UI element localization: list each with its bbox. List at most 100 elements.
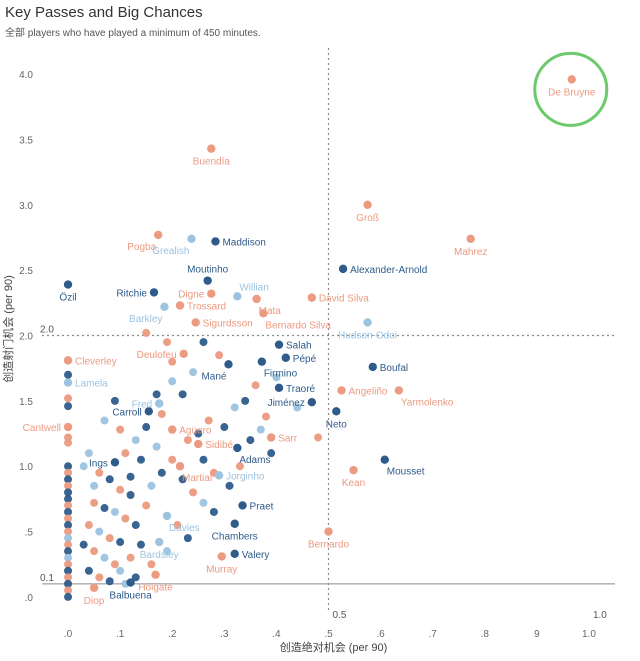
x-tick-label: .3 <box>220 629 229 640</box>
data-point <box>100 504 109 513</box>
data-point <box>256 425 265 434</box>
data-point <box>64 481 73 490</box>
data-point-pogba <box>153 230 163 240</box>
x-tick-label: .5 <box>324 629 333 640</box>
data-point-firmino <box>257 357 267 366</box>
point-label: Fred <box>132 399 153 410</box>
y-tick-label: 1.0 <box>19 462 33 473</box>
data-point <box>152 442 161 451</box>
y-tick-label: 2.5 <box>19 266 33 277</box>
data-point <box>95 573 104 582</box>
data-point-adams <box>233 443 242 453</box>
point-label: Murray <box>206 564 237 575</box>
data-point-moutinho <box>203 276 212 285</box>
data-point <box>95 527 104 536</box>
data-point <box>100 416 109 425</box>
data-point-salah <box>274 340 284 349</box>
point-label: Bardsley <box>140 550 179 561</box>
x-tick-label: .1 <box>116 629 125 640</box>
data-point-martial <box>175 462 185 471</box>
data-point <box>95 468 104 477</box>
point-label: Barkley <box>129 314 162 325</box>
data-point <box>168 357 177 366</box>
data-point-mahrez <box>466 234 475 244</box>
point-label: Buendía <box>193 157 231 168</box>
data-point <box>241 396 250 405</box>
data-point <box>64 586 73 595</box>
data-point <box>110 560 119 569</box>
data-point-mata <box>252 294 261 304</box>
data-point <box>204 416 213 425</box>
data-point-maddison <box>211 237 220 246</box>
data-point <box>131 573 140 582</box>
data-point-ings <box>110 458 120 467</box>
data-point <box>116 566 125 575</box>
data-point <box>142 501 151 510</box>
data-point-david-silva <box>307 293 317 302</box>
point-label: Neto <box>326 419 348 430</box>
data-point <box>261 412 270 421</box>
data-point <box>267 449 276 458</box>
point-label: Ings <box>89 458 108 469</box>
point-label: Chambers <box>212 532 258 543</box>
point-label: Traoré <box>286 384 316 395</box>
data-point-angeli-o <box>337 386 346 395</box>
point-label: Yarmolenko <box>401 397 454 408</box>
data-point-hudson-odoi <box>363 318 372 327</box>
data-point-jorginho <box>214 471 224 480</box>
data-point <box>168 455 177 464</box>
x-tick-label: 9 <box>534 629 540 640</box>
data-point-deulofeu <box>179 349 188 359</box>
data-point <box>199 338 208 347</box>
x-axis-label: 创造绝对机会 (per 90) <box>280 640 388 654</box>
data-point-buend-a <box>207 144 216 153</box>
data-point-de-bruyne <box>567 75 576 84</box>
y-tick-label: 2.0 <box>19 332 33 343</box>
x-tick-label: .7 <box>429 629 438 640</box>
point-label: Carroll <box>112 407 141 418</box>
point-label: Cleverley <box>75 356 117 367</box>
data-point <box>105 534 114 543</box>
data-point <box>116 485 125 494</box>
data-point <box>178 475 187 484</box>
data-point-lamela <box>63 378 73 387</box>
data-point <box>136 540 145 549</box>
data-point <box>142 328 151 337</box>
highlight-ring <box>533 51 609 127</box>
point-label: Agüero <box>179 426 212 437</box>
point-label: Deulofeu <box>137 350 177 361</box>
point-label: Hoigate <box>138 583 173 594</box>
data-point <box>189 488 198 497</box>
data-point <box>230 403 239 412</box>
data-point <box>64 527 73 536</box>
data-point <box>163 338 172 347</box>
data-point-bardsley <box>155 537 164 547</box>
data-point <box>64 521 73 530</box>
point-label: Praet <box>250 501 274 512</box>
data-point <box>126 553 135 562</box>
data-point-sigurdsson <box>191 318 200 327</box>
x-tick-label: .4 <box>272 629 281 640</box>
data-point-valery <box>230 549 239 558</box>
data-point <box>142 423 151 432</box>
data-point-hoigate <box>151 570 160 579</box>
y-tick-label: 1.5 <box>19 397 33 408</box>
data-point-bernardo <box>324 527 333 536</box>
data-point-boufal <box>368 362 377 372</box>
data-point <box>110 507 119 516</box>
reference-lines: 0.5 1.0 2.0 0.1 <box>40 48 615 621</box>
data-point <box>220 423 229 432</box>
data-point-sarr <box>267 433 276 442</box>
axis-ticks: .0 .1 .2 .3 .4 .5 .6 .7 .8 9 1.0 .0 .5 1.0 1.5 2.0 2.5 3.… <box>19 70 596 640</box>
point-label: Digne <box>178 290 205 301</box>
data-point <box>215 351 224 360</box>
data-point <box>194 429 203 438</box>
point-label: Hudson-Odoi <box>338 330 397 341</box>
ref-label-y-dotted: 2.0 <box>40 325 54 336</box>
point-label: Diop <box>84 596 105 607</box>
data-point <box>64 579 73 588</box>
data-point <box>64 370 73 379</box>
data-point <box>152 390 161 399</box>
data-point--zil <box>63 280 73 289</box>
